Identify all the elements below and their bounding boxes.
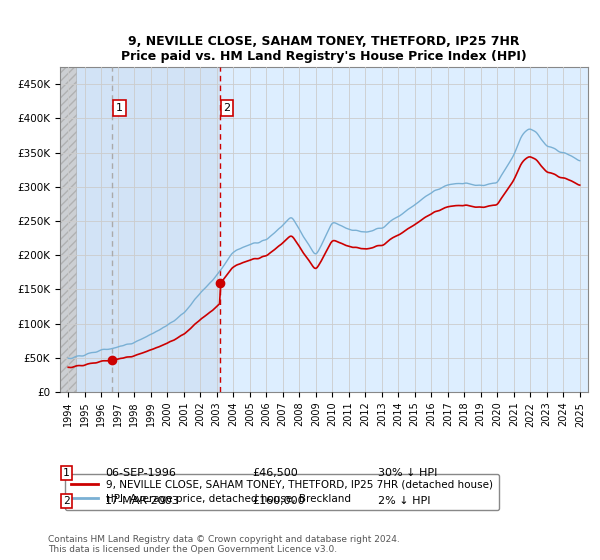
- Text: 06-SEP-1996: 06-SEP-1996: [105, 468, 176, 478]
- Text: 2: 2: [224, 103, 230, 113]
- Text: £46,500: £46,500: [252, 468, 298, 478]
- Legend: 9, NEVILLE CLOSE, SAHAM TONEY, THETFORD, IP25 7HR (detached house), HPI: Average: 9, NEVILLE CLOSE, SAHAM TONEY, THETFORD,…: [65, 474, 499, 510]
- Text: 30% ↓ HPI: 30% ↓ HPI: [378, 468, 437, 478]
- Text: 17-MAR-2003: 17-MAR-2003: [105, 496, 180, 506]
- Bar: [60, 67, 76, 392]
- Text: £160,000: £160,000: [252, 496, 305, 506]
- Title: 9, NEVILLE CLOSE, SAHAM TONEY, THETFORD, IP25 7HR
Price paid vs. HM Land Registr: 9, NEVILLE CLOSE, SAHAM TONEY, THETFORD,…: [121, 35, 527, 63]
- Text: 2% ↓ HPI: 2% ↓ HPI: [378, 496, 431, 506]
- Bar: [76, 67, 220, 392]
- Text: 1: 1: [116, 103, 123, 113]
- Text: 2: 2: [63, 496, 70, 506]
- Text: Contains HM Land Registry data © Crown copyright and database right 2024.
This d: Contains HM Land Registry data © Crown c…: [48, 535, 400, 554]
- Text: 1: 1: [63, 468, 70, 478]
